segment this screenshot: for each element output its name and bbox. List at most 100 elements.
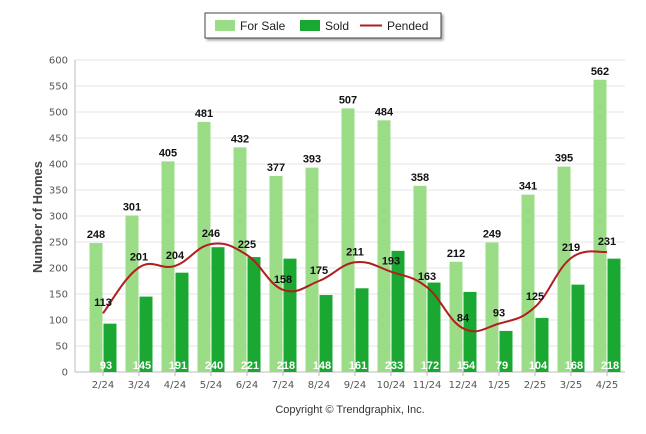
- for-sale-value-label: 249: [483, 229, 501, 241]
- sold-value-label: 93: [100, 360, 112, 372]
- x-tick-label: 2/25: [524, 380, 546, 391]
- x-tick-label: 4/25: [596, 380, 618, 391]
- y-tick-label: 50: [55, 342, 68, 353]
- pended-line-layer: [102, 242, 608, 333]
- bar-sold: [499, 330, 513, 372]
- bar-for-sale: [413, 185, 427, 372]
- sold-value-label: 154: [457, 360, 476, 372]
- sold-value-label: 168: [565, 360, 583, 372]
- for-sale-value-label: 481: [195, 108, 213, 120]
- for-sale-value-label: 248: [87, 229, 105, 241]
- pended-value-label: 193: [382, 256, 400, 268]
- bar-for-sale: [449, 261, 463, 372]
- for-sale-value-label: 395: [555, 153, 573, 165]
- pended-value-label: 93: [493, 308, 505, 320]
- x-tick-label: 1/25: [488, 380, 510, 391]
- bar-for-sale: [593, 79, 607, 372]
- y-tick-label: 600: [49, 56, 68, 67]
- bar-sold: [391, 250, 405, 372]
- for-sale-value-label: 507: [339, 94, 357, 106]
- x-tick-label: 2/24: [92, 380, 114, 391]
- bar-sold: [139, 296, 153, 372]
- pended-value-label: 158: [274, 274, 292, 286]
- bar-for-sale: [521, 194, 535, 372]
- y-tick-label: 0: [62, 368, 68, 379]
- pended-value-label: 175: [310, 265, 328, 277]
- pended-value-label: 113: [94, 297, 112, 309]
- bar-sold: [463, 291, 477, 372]
- legend-label-pended: Pended: [387, 19, 428, 33]
- bar-for-sale: [269, 175, 283, 372]
- y-axis-ticks: 0 50 100 150 200 250 300 350 400 450 500 550 600: [49, 56, 68, 379]
- y-tick-label: 500: [49, 108, 68, 119]
- bar-for-sale: [233, 147, 247, 372]
- sold-value-label: 104: [529, 360, 548, 372]
- sold-value-label: 233: [385, 360, 403, 372]
- for-sale-value-label: 484: [375, 106, 394, 118]
- bar-for-sale: [377, 120, 391, 372]
- x-axis-ticks: 2/24 3/24 4/24 5/24 6/24 7/24 8/24 9/24 10/24 11/…: [92, 372, 618, 391]
- x-tick-label: 6/24: [236, 380, 258, 391]
- for-sale-value-label: 562: [591, 66, 609, 78]
- legend-swatch-for-sale: [215, 20, 235, 31]
- bar-for-sale: [125, 215, 139, 372]
- pended-value-label: 246: [202, 228, 220, 240]
- x-tick-label: 9/24: [344, 380, 366, 391]
- y-tick-label: 300: [49, 212, 68, 223]
- y-tick-label: 350: [49, 186, 68, 197]
- x-tick-label: 4/24: [164, 380, 186, 391]
- sold-value-label: 240: [205, 360, 223, 372]
- bar-sold: [283, 258, 297, 372]
- bar-for-sale: [485, 242, 499, 372]
- y-tick-label: 550: [49, 82, 68, 93]
- pended-value-label: 219: [562, 242, 580, 254]
- bar-sold: [103, 323, 117, 372]
- x-tick-label: 8/24: [308, 380, 330, 391]
- copyright-credit: Copyright © Trendgraphix, Inc.: [275, 404, 424, 416]
- for-sale-value-label: 212: [447, 248, 465, 260]
- bar-sold: [319, 295, 333, 372]
- for-sale-value-label: 393: [303, 154, 321, 166]
- legend-swatch-sold: [300, 20, 320, 31]
- sold-value-label: 221: [241, 360, 259, 372]
- sold-value-label: 218: [601, 360, 619, 372]
- pended-value-label: 211: [346, 246, 364, 258]
- bar-sold: [175, 272, 189, 372]
- y-tick-label: 400: [49, 160, 68, 171]
- pended-value-label: 125: [526, 291, 544, 303]
- for-sale-value-label: 358: [411, 172, 429, 184]
- bar-sold: [607, 258, 621, 372]
- pended-value-label: 225: [238, 239, 256, 251]
- for-sale-value-label: 432: [231, 133, 249, 145]
- bar-for-sale: [89, 243, 103, 372]
- bar-for-sale: [341, 108, 355, 373]
- for-sale-value-label: 301: [123, 201, 141, 213]
- pended-value-label: 163: [418, 271, 436, 283]
- x-tick-label: 3/24: [128, 380, 150, 391]
- legend-box: [204, 12, 442, 39]
- bar-sold: [247, 257, 261, 372]
- pended-line: [102, 242, 608, 333]
- y-tick-label: 100: [49, 316, 68, 327]
- bar-sold: [571, 284, 585, 372]
- x-tick-label: 10/24: [377, 380, 406, 391]
- bars: [89, 79, 621, 373]
- pended-value-label: 84: [457, 312, 470, 324]
- y-axis-title: Number of Homes: [30, 161, 45, 273]
- y-tick-label: 250: [49, 238, 68, 249]
- sold-value-label: 161: [349, 360, 367, 372]
- bar-for-sale: [557, 166, 571, 372]
- pended-value-label: 201: [130, 251, 148, 263]
- x-tick-label: 12/24: [449, 380, 478, 391]
- x-tick-label: 5/24: [200, 380, 222, 391]
- bar-sold: [355, 288, 369, 372]
- y-tick-label: 150: [49, 290, 68, 301]
- legend-label-for-sale: For Sale: [240, 19, 286, 33]
- for-sale-value-label: 405: [159, 147, 177, 159]
- bar-sold: [427, 282, 441, 372]
- for-sale-value-label: 341: [519, 181, 537, 193]
- bar-sold: [535, 317, 549, 372]
- bar-for-sale: [305, 167, 319, 372]
